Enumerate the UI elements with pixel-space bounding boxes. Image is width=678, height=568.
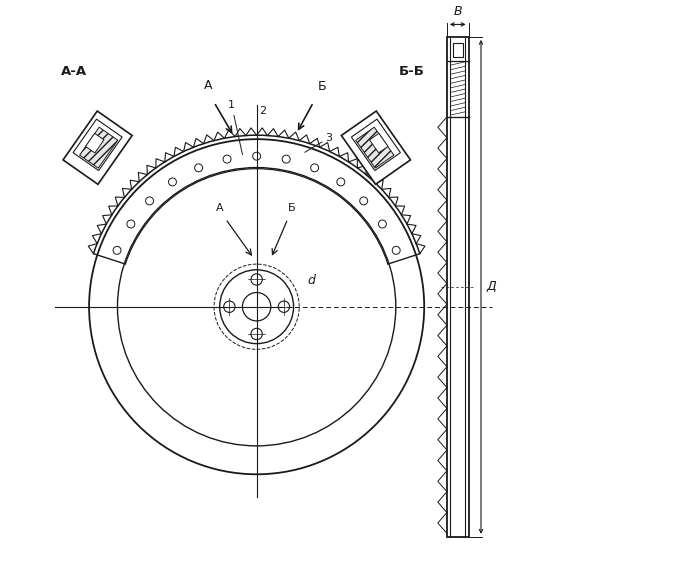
- Bar: [453, 43, 462, 57]
- Polygon shape: [79, 127, 118, 168]
- Polygon shape: [85, 133, 104, 153]
- Polygon shape: [341, 111, 410, 185]
- Text: Д: Д: [487, 281, 496, 293]
- Polygon shape: [356, 127, 394, 168]
- Polygon shape: [370, 133, 388, 153]
- Text: Б-Б: Б-Б: [399, 65, 424, 77]
- Text: Б: Б: [318, 80, 326, 93]
- Polygon shape: [73, 119, 122, 170]
- Text: d: d: [308, 274, 316, 287]
- Text: 2: 2: [259, 106, 266, 116]
- Text: 1: 1: [228, 100, 235, 110]
- Text: В: В: [454, 5, 462, 18]
- Text: Б: Б: [288, 203, 296, 214]
- Text: 3: 3: [325, 133, 332, 143]
- Text: А-А: А-А: [60, 65, 87, 77]
- Text: А: А: [204, 79, 213, 92]
- Bar: [447, 37, 468, 537]
- Polygon shape: [63, 111, 132, 185]
- Text: А: А: [216, 203, 224, 214]
- Polygon shape: [351, 119, 401, 170]
